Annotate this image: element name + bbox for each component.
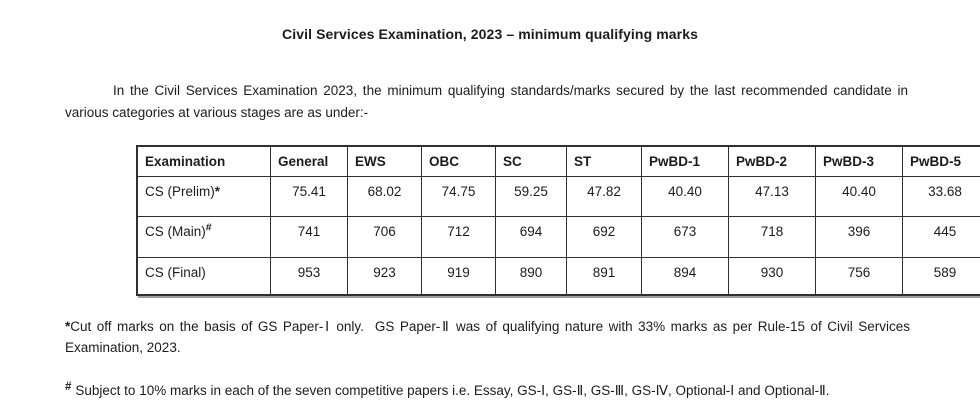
- table-cell: 673: [641, 216, 729, 258]
- table-cell: 40.40: [641, 176, 729, 217]
- table-cell: 692: [566, 216, 642, 258]
- column-header-pwbd-2: PwBD-2: [728, 145, 816, 177]
- row-label-marker: *: [214, 184, 221, 199]
- table-cell: 718: [728, 216, 816, 258]
- column-header-sc: SC: [495, 145, 567, 177]
- table-cell: 923: [347, 257, 422, 295]
- table-row: CS (Prelim)* 75.41 68.02 74.75 59.25 47.82 40.…: [136, 176, 980, 217]
- table-cell: 75.41: [270, 176, 348, 217]
- qualifying-marks-table: Examination General EWS OBC SC ST PwBD-1 PwBD-2…: [136, 145, 980, 296]
- footnote-prelim: *Cut off marks on the basis of GS Paper-…: [65, 316, 910, 359]
- table-cell: 891: [566, 257, 642, 295]
- table-cell: 894: [641, 257, 729, 295]
- column-header-examination: Examination: [136, 145, 271, 177]
- intro-paragraph: In the Civil Services Examination 2023, …: [65, 83, 908, 120]
- row-label: CS (Final): [136, 257, 271, 295]
- table-cell: 40.40: [815, 176, 903, 217]
- table-cell: 706: [347, 216, 422, 258]
- column-header-st: ST: [566, 145, 642, 177]
- column-header-pwbd-1: PwBD-1: [641, 145, 729, 177]
- footnote-main-marker: #: [65, 380, 72, 393]
- table-cell: 930: [728, 257, 816, 295]
- table-header: Examination General EWS OBC SC ST PwBD-1 PwBD-2…: [136, 145, 980, 177]
- table-cell: 59.25: [495, 176, 567, 217]
- table-row: CS (Main)# 741 706 712 694 692 673 718 396 445: [136, 216, 980, 258]
- row-label: CS (Prelim)*: [136, 176, 271, 217]
- footnote-prelim-text: Cut off marks on the basis of GS Paper-Ⅰ…: [65, 318, 910, 356]
- table-cell: 953: [270, 257, 348, 295]
- table-cell: 47.13: [728, 176, 816, 217]
- table-cell: 68.02: [347, 176, 422, 217]
- column-header-pwbd-5: PwBD-5: [902, 145, 980, 177]
- page-title: Civil Services Examination, 2023 – minim…: [282, 26, 698, 42]
- table-cell: 694: [495, 216, 567, 258]
- table-cell: 396: [815, 216, 903, 258]
- column-header-obc: OBC: [421, 145, 496, 177]
- table-cell: 445: [902, 216, 980, 258]
- table-cell: 741: [270, 216, 348, 258]
- table-row: CS (Final) 953 923 919 890 891 894 930 756 589: [136, 257, 980, 295]
- table-cell: 756: [815, 257, 903, 295]
- column-header-pwbd-3: PwBD-3: [815, 145, 903, 177]
- table-header-row: Examination General EWS OBC SC ST PwBD-1 PwBD-2…: [136, 145, 980, 177]
- table-cell: 589: [902, 257, 980, 295]
- table-cell: 33.68: [902, 176, 980, 217]
- row-label-marker: #: [205, 221, 212, 234]
- footnote-main-text: Subject to 10% marks in each of the seve…: [75, 382, 830, 398]
- row-label: CS (Main)#: [136, 216, 271, 258]
- footnote-prelim-marker: *: [65, 318, 71, 334]
- table-cell: 47.82: [566, 176, 642, 217]
- table-cell: 74.75: [421, 176, 496, 217]
- table-cell: 919: [421, 257, 496, 295]
- column-header-general: General: [270, 145, 348, 177]
- table-cell: 712: [421, 216, 496, 258]
- table-cell: 890: [495, 257, 567, 295]
- column-header-ews: EWS: [347, 145, 422, 177]
- table-body: CS (Prelim)* 75.41 68.02 74.75 59.25 47.82 40.…: [136, 176, 980, 295]
- footnote-main: # Subject to 10% marks in each of the sev…: [65, 380, 910, 404]
